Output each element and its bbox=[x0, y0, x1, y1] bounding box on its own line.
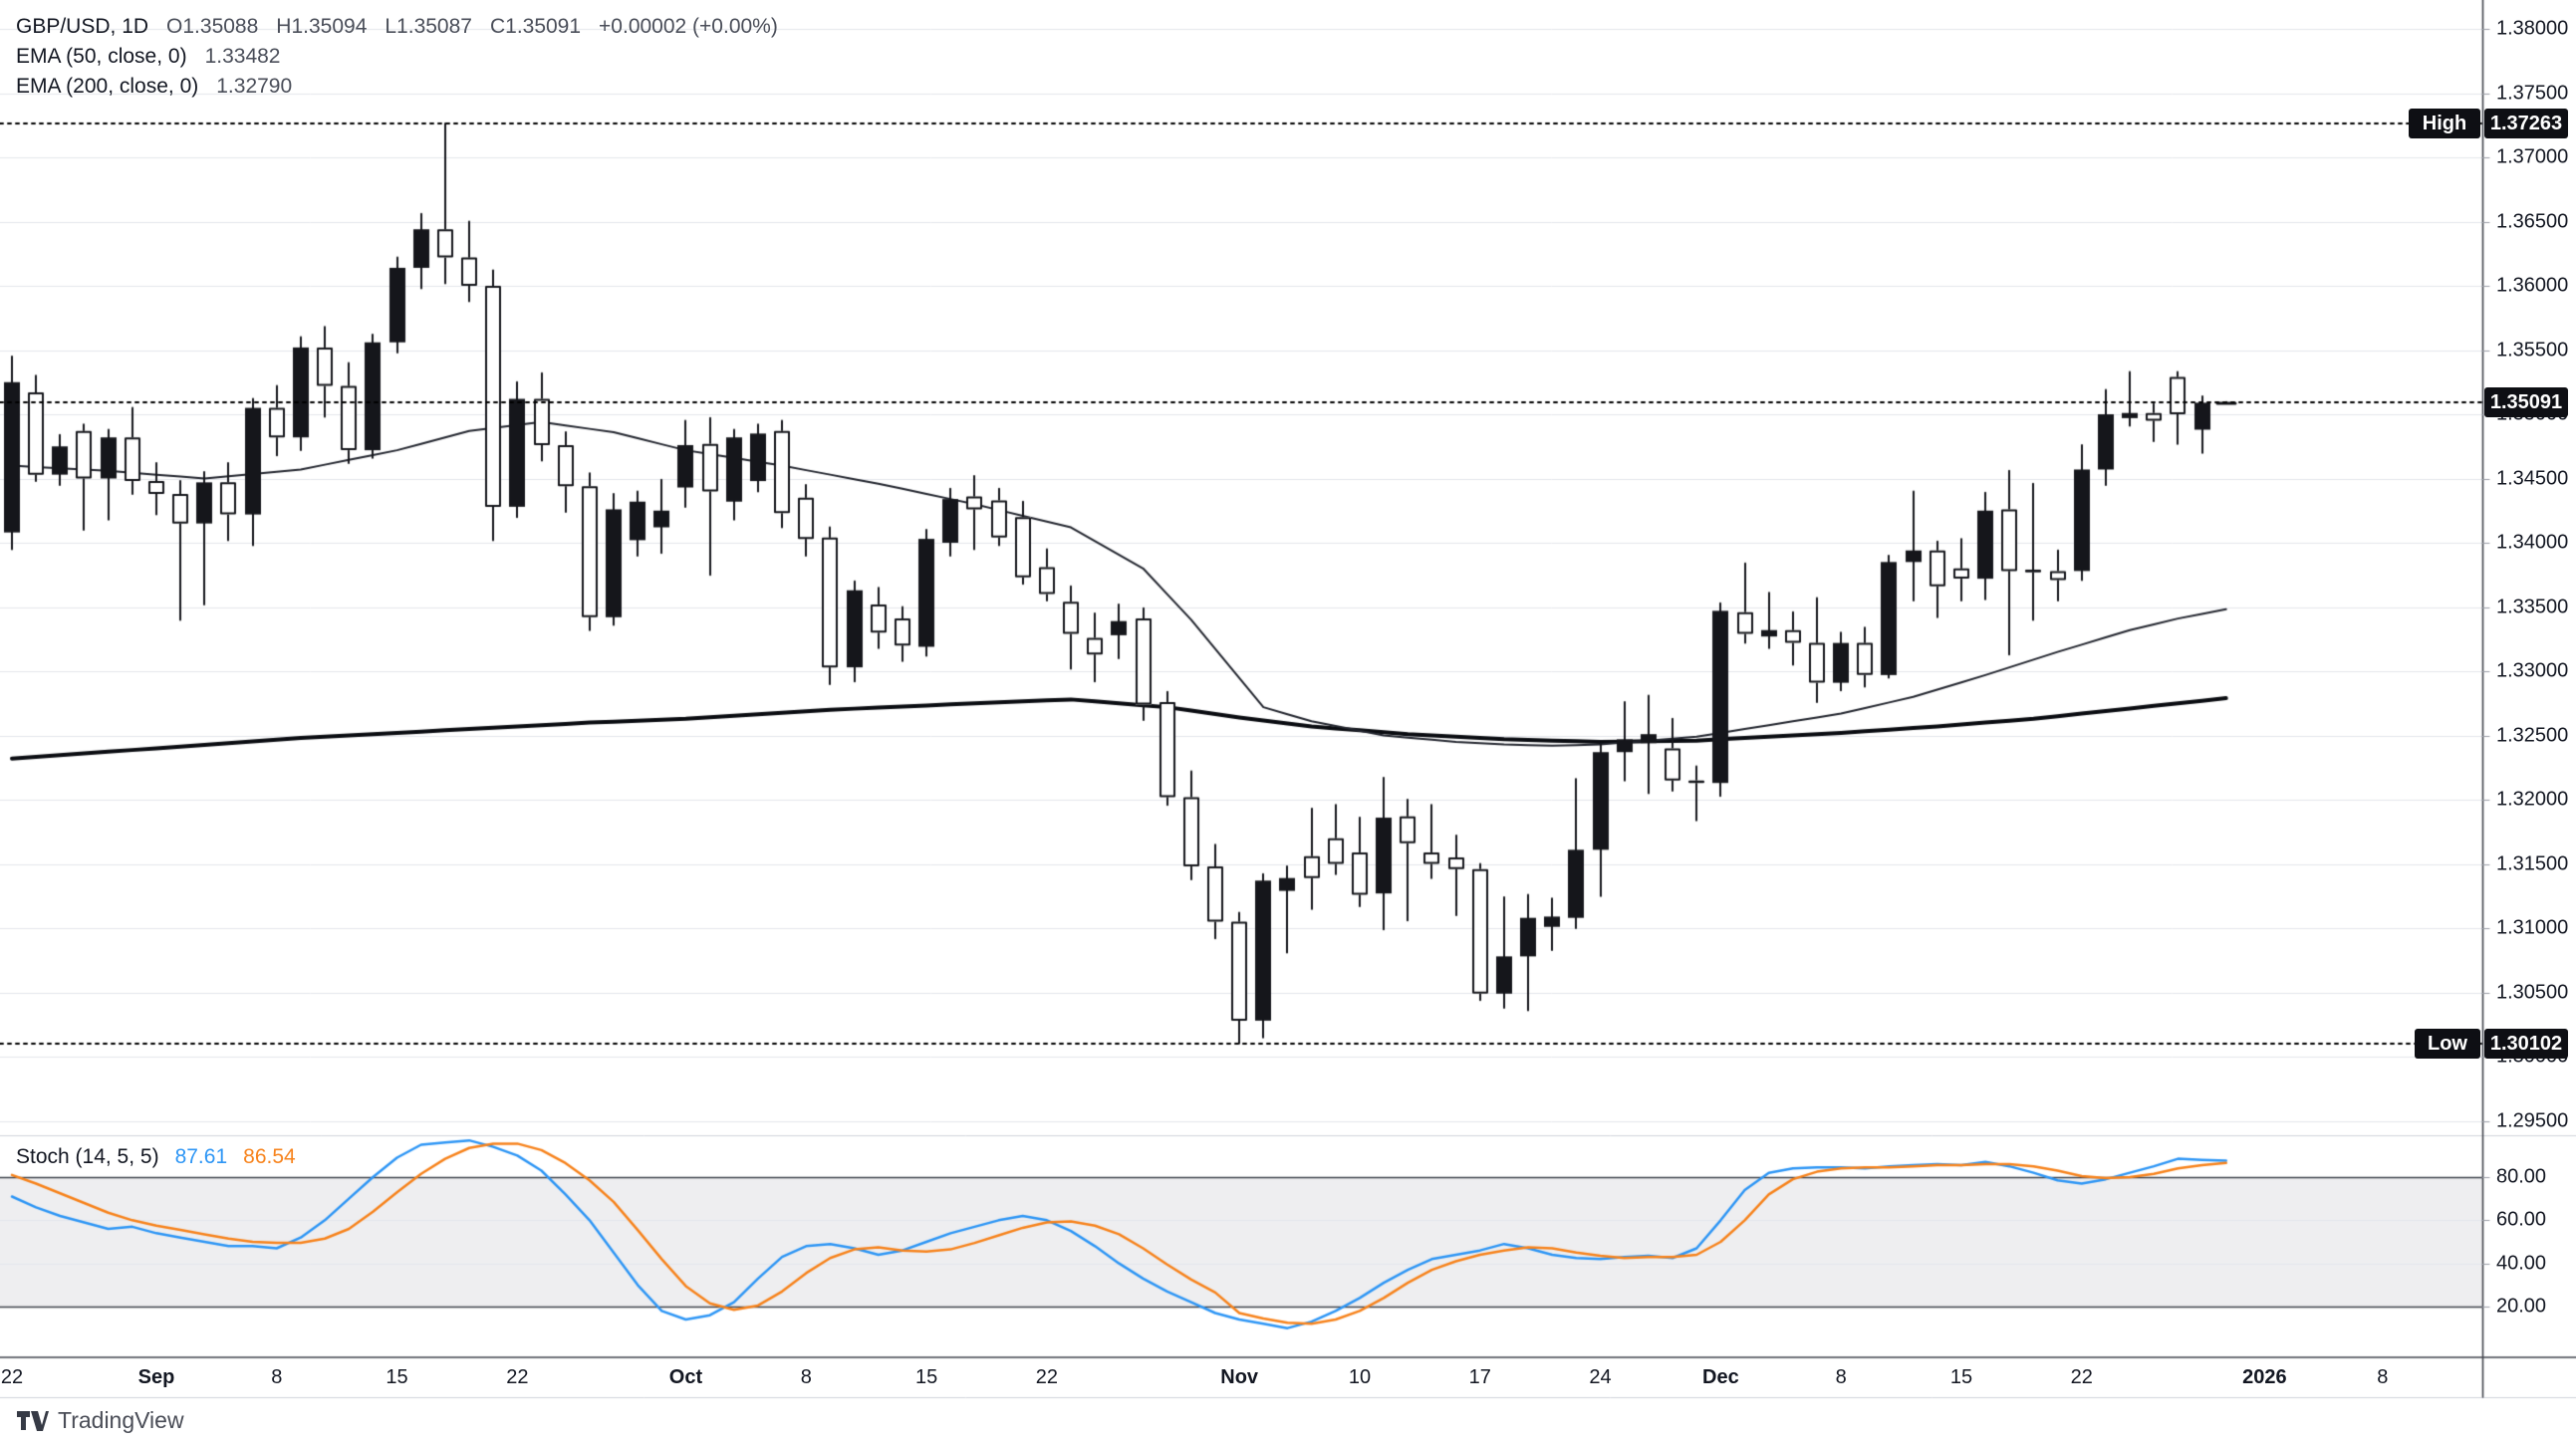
last-price-badge: 1.35091 bbox=[2484, 387, 2568, 418]
price-axis-label: 1.34000 bbox=[2496, 531, 2569, 554]
tradingview-logo[interactable]: TradingView bbox=[16, 1407, 184, 1434]
legend: GBP/USD, 1D O1.35088 H1.35094 L1.35087 C… bbox=[16, 12, 778, 102]
time-axis-label: 22 bbox=[2070, 1366, 2093, 1388]
ema200-value: 1.32790 bbox=[216, 75, 293, 98]
low-value: L1.35087 bbox=[385, 15, 472, 38]
stoch-axis-label: 20.00 bbox=[2496, 1295, 2547, 1318]
time-axis-label: 22 bbox=[1035, 1366, 1058, 1388]
time-axis-label: 22 bbox=[0, 1366, 24, 1388]
stoch-axis-label: 80.00 bbox=[2496, 1165, 2547, 1188]
ema50-legend-row: EMA (50, close, 0) 1.33482 bbox=[16, 42, 778, 72]
close-value: C1.35091 bbox=[489, 15, 582, 38]
time-axis-label: 10 bbox=[1348, 1366, 1372, 1388]
price-axis-label: 1.31500 bbox=[2496, 852, 2569, 874]
stoch-d-value: 86.54 bbox=[243, 1145, 296, 1168]
time-axis-label: Sep bbox=[137, 1366, 175, 1388]
open-value: O1.35088 bbox=[166, 15, 259, 38]
price-axis-label: 1.29500 bbox=[2496, 1109, 2569, 1131]
price-axis-label: 1.36500 bbox=[2496, 210, 2569, 232]
price-axis-label: 1.35500 bbox=[2496, 339, 2569, 361]
high-marker-label: High bbox=[2409, 109, 2480, 139]
symbol-title[interactable]: GBP/USD, 1D bbox=[16, 15, 149, 38]
price-axis-label: 1.30500 bbox=[2496, 981, 2569, 1003]
stoch-legend-row: Stoch (14, 5, 5) 87.61 86.54 bbox=[16, 1143, 296, 1171]
price-axis-label: 1.33000 bbox=[2496, 659, 2569, 682]
price-axis-label: 1.38000 bbox=[2496, 17, 2569, 40]
tradingview-logo-text: TradingView bbox=[58, 1407, 184, 1433]
ema50-value: 1.33482 bbox=[204, 45, 281, 68]
stoch-axis-label: 40.00 bbox=[2496, 1252, 2547, 1275]
ema200-legend-row: EMA (200, close, 0) 1.32790 bbox=[16, 72, 778, 102]
time-axis-label: 8 bbox=[271, 1366, 283, 1388]
time-axis-label: 2026 bbox=[2242, 1366, 2287, 1388]
time-axis-label: 15 bbox=[914, 1366, 938, 1388]
time-axis-label: 8 bbox=[2377, 1366, 2389, 1388]
time-axis-label: Dec bbox=[1702, 1366, 1739, 1388]
time-axis-label: Nov bbox=[1220, 1366, 1259, 1388]
time-axis-label: 24 bbox=[1589, 1366, 1612, 1388]
price-axis-label: 1.34500 bbox=[2496, 467, 2569, 489]
ema200-title[interactable]: EMA (200, close, 0) bbox=[16, 75, 199, 98]
price-axis-label: 1.31000 bbox=[2496, 916, 2569, 939]
stoch-k-value: 87.61 bbox=[174, 1145, 228, 1168]
tradingview-logo-icon bbox=[17, 1410, 49, 1431]
high-price-badge: 1.37263 bbox=[2484, 109, 2568, 139]
price-axis-label: 1.37500 bbox=[2496, 82, 2569, 104]
change-value: +0.00002 (+0.00%) bbox=[599, 15, 778, 38]
price-axis-label: 1.32500 bbox=[2496, 724, 2569, 746]
symbol-legend-row: GBP/USD, 1D O1.35088 H1.35094 L1.35087 C… bbox=[16, 12, 778, 42]
low-price-badge: 1.30102 bbox=[2484, 1028, 2568, 1059]
price-axis-label: 1.32000 bbox=[2496, 788, 2569, 811]
time-axis-label: 17 bbox=[1468, 1366, 1491, 1388]
time-axis-label: 15 bbox=[1949, 1366, 1973, 1388]
stoch-axis-label: 60.00 bbox=[2496, 1208, 2547, 1231]
time-axis-label: 22 bbox=[506, 1366, 529, 1388]
price-axis-label: 1.33500 bbox=[2496, 596, 2569, 617]
stoch-title[interactable]: Stoch (14, 5, 5) bbox=[16, 1145, 159, 1168]
price-axis-label: 1.36000 bbox=[2496, 274, 2569, 297]
high-value: H1.35094 bbox=[276, 15, 368, 38]
time-axis-label: 8 bbox=[1835, 1366, 1847, 1388]
low-marker-label: Low bbox=[2415, 1028, 2480, 1059]
ema50-title[interactable]: EMA (50, close, 0) bbox=[16, 45, 187, 68]
price-axis-label: 1.37000 bbox=[2496, 145, 2569, 168]
time-axis-label: 15 bbox=[386, 1366, 408, 1388]
time-axis-label: Oct bbox=[668, 1366, 703, 1388]
time-axis-label: 8 bbox=[800, 1366, 812, 1388]
